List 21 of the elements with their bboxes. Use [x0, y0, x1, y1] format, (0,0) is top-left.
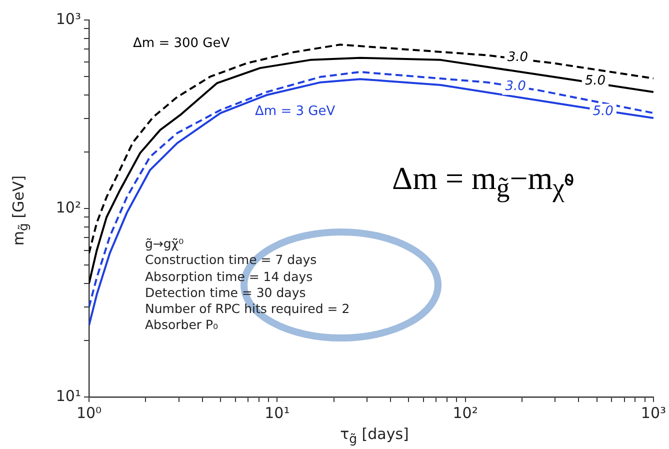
annotation: Absorption time = 14 days: [145, 268, 313, 284]
annotation: 3.0: [505, 79, 526, 94]
x-tick-label: 10¹: [264, 404, 290, 422]
y-tick-label: 10¹: [56, 386, 81, 405]
y-tick-label: 10³: [56, 10, 81, 28]
annotation: Number of RPC hits required = 2: [145, 301, 350, 316]
annotation: Δm = 3 GeV: [255, 104, 336, 119]
x-tick-label: 10³: [640, 404, 666, 422]
annotation: Absorber P₀: [145, 317, 218, 332]
x-tick-label: 10²: [452, 404, 478, 422]
annotation: Δm = 300 GeV: [133, 36, 230, 51]
annotation: Detection time = 30 days: [145, 284, 306, 300]
annotation: 5.0: [584, 73, 606, 88]
annotation: 3.0: [507, 50, 528, 66]
annotation: Δm = m$_{g̃}$−m$_{χ̃⁰}$: [392, 160, 574, 204]
y-tick-label: 10²: [56, 198, 81, 216]
annotation: 5.0: [592, 104, 614, 120]
x-axis-title: τ$_{g̃}$ [days]: [339, 425, 410, 446]
annotation: g̃→gχ̃⁰: [145, 236, 184, 251]
x-tick-label: 10⁰: [76, 404, 102, 422]
annotation: Construction time = 7 days: [145, 252, 317, 268]
